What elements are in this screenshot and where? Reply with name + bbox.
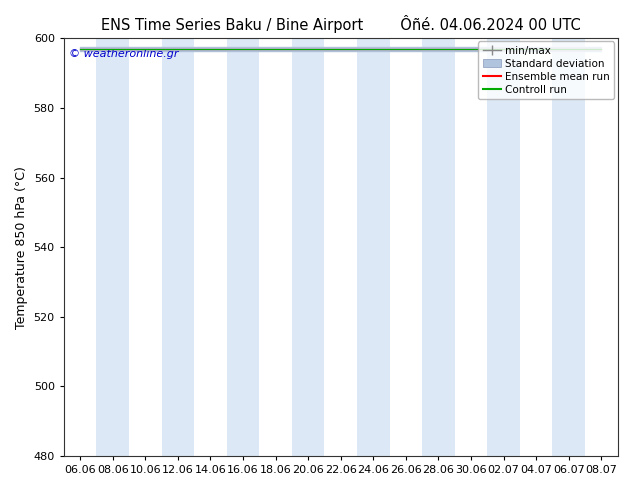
Bar <box>422 38 455 456</box>
Bar <box>162 38 194 456</box>
Bar <box>96 38 129 456</box>
Title: ENS Time Series Baku / Bine Airport        Ôñé. 04.06.2024 00 UTC: ENS Time Series Baku / Bine Airport Ôñé.… <box>101 15 581 33</box>
Text: © weatheronline.gr: © weatheronline.gr <box>69 49 179 59</box>
Bar <box>552 38 585 456</box>
Bar <box>227 38 259 456</box>
Bar <box>292 38 325 456</box>
Bar <box>488 38 520 456</box>
Y-axis label: Temperature 850 hPa (°C): Temperature 850 hPa (°C) <box>15 166 28 329</box>
Bar <box>357 38 389 456</box>
Legend: min/max, Standard deviation, Ensemble mean run, Controll run: min/max, Standard deviation, Ensemble me… <box>479 42 614 99</box>
